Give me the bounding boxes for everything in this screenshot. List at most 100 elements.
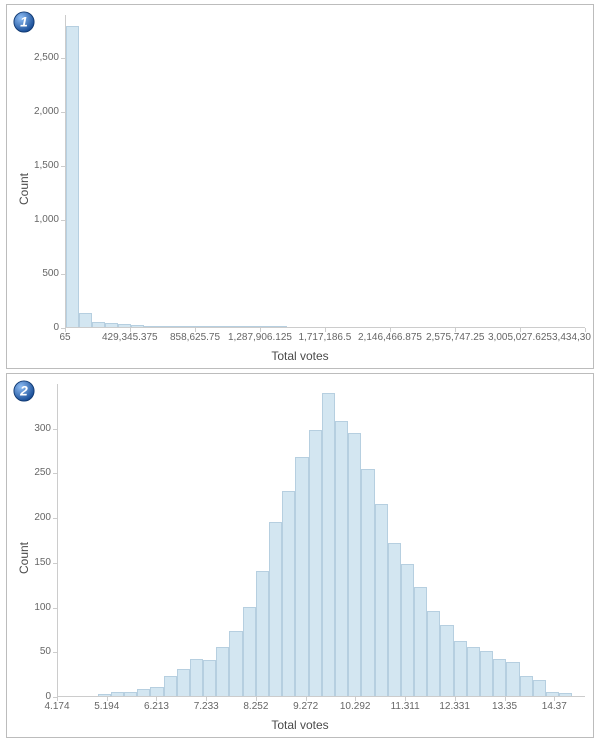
histogram-bar [282,491,295,696]
page: 1 Count Total votes 0 500 1,000 1,500 2,000 2… [0,0,600,742]
y-tick-label: 2,000 [34,106,59,117]
histogram-bar [243,607,256,696]
histogram-bar [506,662,519,696]
x-tick-label: 65 [60,332,71,343]
histogram-bar [440,625,453,696]
y-tick-label: 2,500 [34,52,59,63]
y-tick-mark [61,58,65,59]
histogram-bar [414,587,427,696]
y-tick-mark [61,274,65,275]
y-tick-mark [53,429,57,430]
y-tick-label: 1,000 [34,214,59,225]
histogram-bar [170,326,183,327]
y-tick-label: 250 [34,467,51,478]
histogram-bar [66,26,79,327]
x-tick-label: 7.233 [194,701,219,712]
histogram-bar [467,647,480,696]
x-tick-label: 8.252 [243,701,268,712]
x-tick-label: 13.35 [492,701,517,712]
x-tick-mark [455,697,456,701]
y-tick-label: 300 [34,423,51,434]
histogram-bar [295,457,308,696]
x-tick-label: 12.331 [439,701,470,712]
x-tick-mark [130,328,131,332]
x-tick-mark [206,697,207,701]
histogram-bar [520,676,533,696]
histogram-bar [427,611,440,696]
y-tick-label: 50 [40,646,51,657]
histogram-bars-2 [58,384,585,696]
y-tick-mark [53,652,57,653]
histogram-bar [111,692,124,696]
y-tick-mark [61,166,65,167]
x-tick-label: 1,717,186.5 [299,332,352,343]
x-tick-label: 2,575,747.25 [426,332,484,343]
x-tick-mark [585,328,586,332]
histogram-bar [209,326,222,327]
badge-number: 1 [20,15,28,30]
badge-circle-icon: 2 [13,380,35,402]
y-tick-mark [53,608,57,609]
y-axis-label: Count [17,542,31,574]
histogram-bars-1 [66,15,585,327]
histogram-bar [105,323,118,327]
x-tick-mark [390,328,391,332]
histogram-bar [196,326,209,327]
histogram-bar [401,564,414,696]
y-tick-label: 500 [42,268,59,279]
x-axis-label-text: Total votes [271,349,328,363]
x-tick-mark [256,697,257,701]
histogram-bar [79,313,92,327]
y-tick-label: 1,500 [34,160,59,171]
x-tick-mark [355,697,356,701]
plot-area-1 [65,15,585,328]
histogram-bar [493,659,506,696]
histogram-bar [261,326,274,327]
histogram-bar [309,430,322,696]
chart-panel-2: 2 Count Total votes 0501001502002503004.… [6,373,594,738]
x-tick-mark [405,697,406,701]
y-tick-label: 0 [53,322,59,333]
histogram-bar [203,660,216,696]
x-tick-label: 429,345.375 [102,332,158,343]
histogram-bar [546,692,559,696]
plot-area-2 [57,384,585,697]
x-tick-label: 10.292 [340,701,371,712]
histogram-bar [533,680,546,696]
histogram-bar [480,651,493,696]
x-tick-mark [325,328,326,332]
x-tick-mark [505,697,506,701]
histogram-bar [361,469,374,696]
histogram-bar [118,324,131,327]
histogram-bar [92,322,105,327]
x-tick-label: 14.37 [542,701,567,712]
histogram-bar [229,631,242,696]
badge-number: 2 [19,384,28,399]
histogram-bar [235,326,248,327]
histogram-bar [256,571,269,696]
x-axis-label: Total votes [7,718,593,732]
x-axis-label-text: Total votes [271,718,328,732]
histogram-bar [98,694,111,696]
histogram-bar [454,641,467,696]
histogram-bar [150,687,163,696]
x-tick-label: 3,005,027.625 [488,332,552,343]
histogram-bar [388,543,401,696]
histogram-bar [190,659,203,696]
histogram-bar [248,326,261,327]
histogram-bar [137,689,150,696]
x-tick-mark [520,328,521,332]
histogram-bar [335,421,348,696]
histogram-bar [164,676,177,696]
x-tick-label: 9.272 [293,701,318,712]
x-tick-label: 11.311 [391,701,420,712]
x-tick-label: 1,287,906.125 [228,332,292,343]
x-tick-mark [57,697,58,701]
x-tick-label: 2,146,466.875 [358,332,422,343]
histogram-bar [183,326,196,327]
x-tick-mark [107,697,108,701]
x-tick-mark [156,697,157,701]
x-tick-label: 6.213 [144,701,169,712]
histogram-bar [269,522,282,696]
panel-badge-1: 1 [13,11,35,33]
